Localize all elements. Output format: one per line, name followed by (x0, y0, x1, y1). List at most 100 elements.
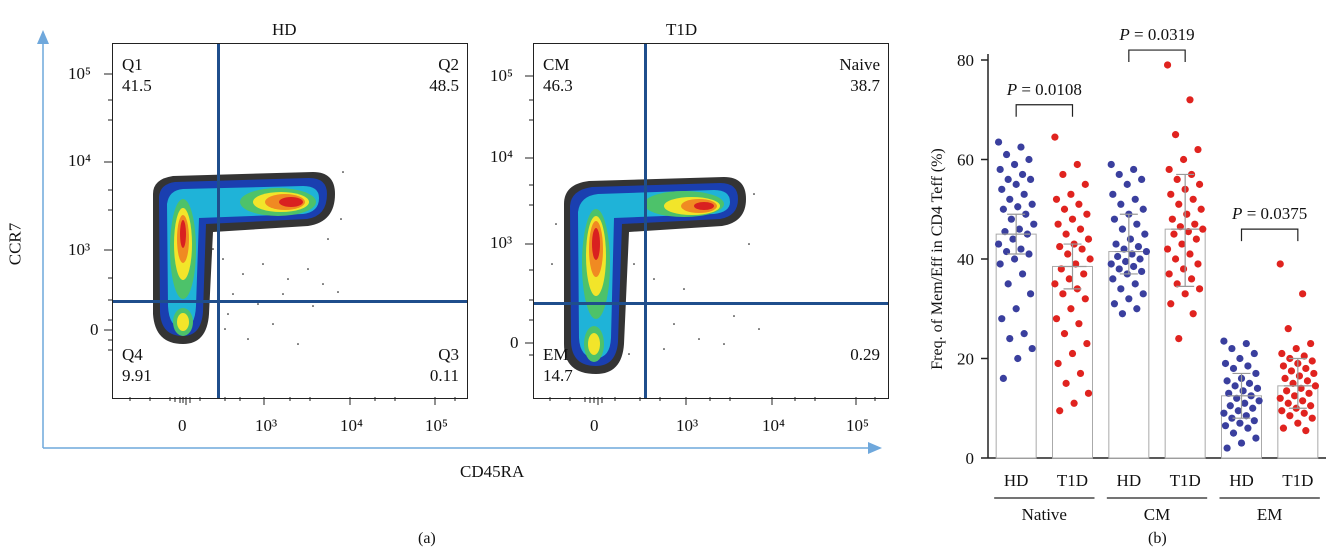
data-point (1279, 362, 1288, 370)
data-point (1002, 150, 1011, 159)
data-point (1236, 419, 1244, 427)
y-tick-t1d-1e3: 10³ (490, 233, 513, 252)
data-point (1176, 223, 1184, 231)
data-point (1012, 180, 1020, 188)
data-point (1175, 335, 1183, 343)
data-point (1276, 260, 1284, 268)
group-label-native: Native (1022, 505, 1067, 524)
data-point (1167, 300, 1175, 308)
data-point (1022, 210, 1030, 218)
data-point (1178, 240, 1186, 248)
data-point (1184, 228, 1192, 236)
data-point (1142, 247, 1151, 256)
data-point (1192, 235, 1200, 243)
data-point (1025, 155, 1033, 164)
data-point (1307, 402, 1315, 410)
data-point (1004, 175, 1012, 183)
data-point (1300, 409, 1308, 417)
bar-cm-hd (1108, 251, 1150, 459)
data-point (1233, 394, 1241, 402)
y-tick-hd-1e4: 10⁴ (68, 151, 91, 170)
data-point (1056, 407, 1064, 415)
x-category-label: T1D (1170, 471, 1201, 490)
data-point (1311, 382, 1320, 390)
data-point (1054, 359, 1062, 368)
data-point (1286, 412, 1294, 420)
data-point (1173, 175, 1181, 183)
data-point (1020, 330, 1028, 338)
data-point (1239, 387, 1247, 395)
data-point (1310, 369, 1318, 378)
data-point (999, 374, 1007, 382)
data-point (1289, 379, 1297, 387)
data-point (1059, 170, 1067, 179)
flow-plot-hd: Q1 41.5 Q2 48.5 Q4 9.91 Q3 0.11 (112, 43, 468, 399)
data-point (1062, 379, 1070, 387)
data-point (1131, 195, 1139, 203)
data-point (1084, 235, 1093, 243)
data-point (1052, 195, 1061, 203)
data-point (1109, 275, 1117, 283)
y-tick-label: 60 (957, 151, 974, 170)
data-point (1228, 414, 1236, 422)
flow-density-t1d (551, 177, 760, 374)
y-tick-label: 80 (957, 51, 974, 70)
data-point (1231, 382, 1239, 390)
panel-b-caption: (b) (1148, 530, 1167, 547)
data-point (1060, 330, 1069, 338)
data-point (1054, 220, 1062, 228)
data-point (994, 138, 1003, 146)
data-point (1281, 374, 1289, 382)
y-tick-label: 0 (966, 449, 975, 468)
data-point (1241, 399, 1249, 407)
y-tick-t1d-1e4: 10⁴ (490, 147, 513, 166)
data-point (1118, 310, 1127, 318)
significance-bracket (1128, 49, 1186, 63)
data-point (1020, 190, 1028, 198)
gate-vertical-t1d (644, 44, 647, 398)
quadrant-bl-t1d: EM 14.7 (543, 345, 573, 385)
data-point (1299, 290, 1307, 298)
data-point (1062, 230, 1070, 238)
data-point (1010, 255, 1019, 263)
data-point (1276, 394, 1284, 402)
data-point (994, 240, 1003, 248)
data-point (1186, 250, 1194, 258)
data-point (1004, 280, 1012, 288)
data-point (1130, 165, 1138, 174)
quadrant-br-hd: Q3 0.11 (429, 345, 459, 385)
data-point (1179, 155, 1188, 164)
data-point (999, 205, 1007, 213)
data-point (1015, 225, 1023, 233)
data-point (1136, 255, 1144, 263)
data-point (1002, 247, 1011, 256)
data-point (1075, 200, 1083, 208)
data-point (1297, 384, 1305, 392)
data-point (1076, 369, 1085, 378)
data-point (1130, 262, 1138, 271)
data-point (1122, 257, 1130, 266)
significance-bracket (1015, 104, 1074, 117)
gate-horizontal-t1d (534, 302, 888, 305)
data-point (1294, 419, 1302, 427)
p-value-label: P = 0.0375 (1231, 204, 1307, 223)
data-point (1059, 290, 1067, 298)
data-point (1163, 245, 1172, 253)
data-point (1123, 180, 1131, 188)
data-point (1057, 265, 1065, 273)
x-tick-t1d-1e5: 10⁵ (846, 416, 869, 435)
data-point (1278, 349, 1286, 358)
data-point (1017, 245, 1025, 253)
data-point (1028, 200, 1036, 208)
data-point (1236, 354, 1244, 363)
data-point (1186, 96, 1194, 104)
data-point (1075, 320, 1083, 328)
data-point (1139, 290, 1147, 298)
data-point (1171, 131, 1180, 139)
data-point (1128, 250, 1136, 258)
bar-native-hd (995, 233, 1037, 459)
data-point (1278, 407, 1286, 415)
data-point (1060, 205, 1069, 213)
data-point (1028, 344, 1036, 353)
data-point (1134, 242, 1143, 251)
